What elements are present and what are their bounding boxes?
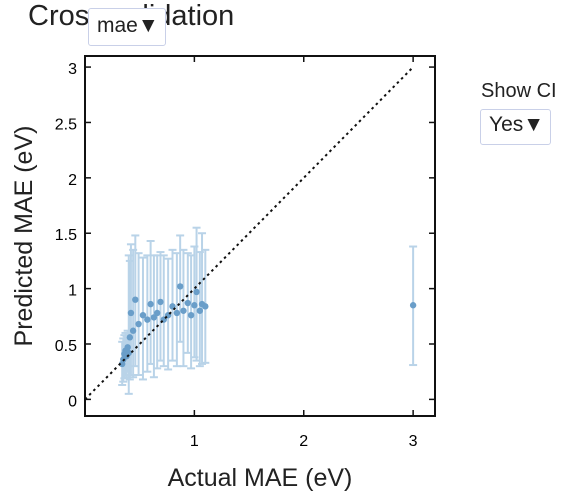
x-axis-label: Actual MAE (eV) [168,464,353,492]
data-point [202,303,209,310]
plot-frame [84,55,436,417]
x-tick-label: 3 [409,433,418,450]
data-point [147,300,154,308]
data-point [150,314,158,321]
data-point [129,327,137,334]
y-tick-label: 0 [68,393,77,410]
y-tick-label: 2.5 [55,116,77,133]
data-point [409,302,417,309]
y-tick-label: 1 [68,283,77,300]
y-tick-label: 1.5 [55,227,77,244]
data-point [135,320,142,328]
data-point [176,283,184,290]
data-point [180,307,187,314]
show-ci-dropdown-value: Yes [489,113,524,136]
show-ci-label: Show CI [481,80,557,102]
metric-dropdown-value: mae [97,14,138,37]
y-tick-label: 0.5 [55,338,77,355]
data-point [191,302,198,309]
reference-line [84,66,414,401]
data-point [173,309,181,317]
metric-dropdown[interactable]: mae▼ [88,8,166,46]
data-point [196,307,204,314]
data-point [139,312,147,319]
y-tick-label: 2 [68,172,77,189]
data-point [144,316,151,323]
y-tick-label: 3 [68,61,77,78]
data-point [124,344,131,351]
x-tick-label: 2 [299,433,308,450]
caret-down-icon: ▼ [523,113,545,136]
data-point [132,296,139,303]
data-point [153,309,161,317]
y-axis: 0 0.5 1 1.5 2 2.5 3 [55,61,435,410]
x-axis: 1 2 3 [190,56,418,450]
data-point [184,299,192,307]
data-point [126,334,134,341]
y-axis-label: Predicted MAE (eV) [10,126,38,347]
show-ci-dropdown[interactable]: Yes▼ [480,109,552,145]
data-point [187,312,195,319]
data-point [127,309,135,317]
data-point [157,298,164,306]
data-point [193,288,200,296]
x-tick-label: 1 [190,433,199,450]
data-point [125,349,132,357]
errorbar-layer [118,226,418,395]
caret-down-icon: ▼ [137,14,159,37]
